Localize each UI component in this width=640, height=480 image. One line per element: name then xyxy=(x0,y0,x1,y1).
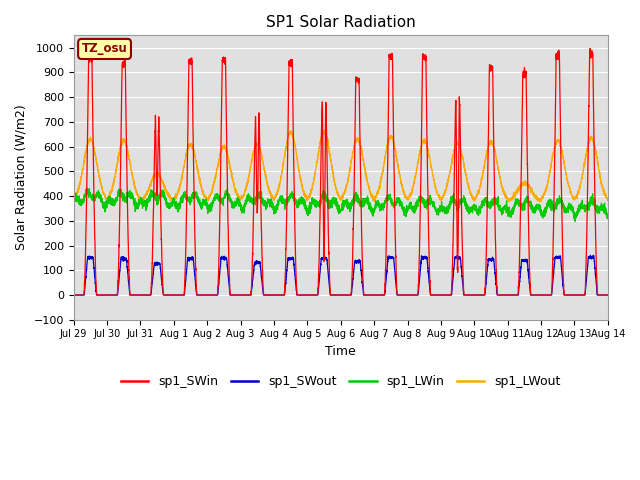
sp1_SWout xyxy=(389,254,397,260)
sp1_SWin xyxy=(360,292,368,298)
Line: sp1_SWout: sp1_SWout xyxy=(74,255,608,295)
sp1_SWin xyxy=(180,285,188,291)
sp1_LWin xyxy=(513,201,521,206)
sp1_LWin xyxy=(70,202,77,207)
sp1_LWout xyxy=(389,135,397,141)
sp1_LWin xyxy=(527,206,535,212)
sp1_SWin xyxy=(70,292,77,298)
sp1_SWin xyxy=(513,292,521,298)
sp1_LWout xyxy=(360,163,368,168)
sp1_SWout xyxy=(360,292,368,298)
sp1_SWout xyxy=(180,291,188,297)
sp1_SWin xyxy=(487,67,495,72)
sp1_SWin xyxy=(389,98,397,104)
Line: sp1_LWout: sp1_LWout xyxy=(74,130,608,202)
sp1_SWout xyxy=(589,252,597,258)
sp1_LWout xyxy=(536,199,544,205)
Line: sp1_LWin: sp1_LWin xyxy=(74,188,608,221)
sp1_SWout xyxy=(70,292,77,298)
sp1_LWin xyxy=(83,185,91,191)
sp1_SWout xyxy=(487,256,495,262)
sp1_SWin xyxy=(586,46,594,51)
sp1_SWin xyxy=(136,292,144,298)
sp1_LWout xyxy=(513,188,521,193)
sp1_LWout xyxy=(70,196,77,202)
sp1_LWout xyxy=(527,187,535,192)
sp1_LWin xyxy=(487,201,495,207)
sp1_LWin xyxy=(572,218,579,224)
sp1_LWin xyxy=(604,216,612,221)
Title: SP1 Solar Radiation: SP1 Solar Radiation xyxy=(266,15,415,30)
sp1_SWin xyxy=(527,292,535,298)
Text: TZ_osu: TZ_osu xyxy=(82,42,127,56)
sp1_SWin xyxy=(604,292,612,298)
sp1_SWout xyxy=(513,292,521,298)
sp1_LWout xyxy=(604,196,612,202)
Line: sp1_SWin: sp1_SWin xyxy=(74,48,608,295)
sp1_SWout xyxy=(527,292,535,298)
sp1_LWout xyxy=(180,161,188,167)
sp1_LWin xyxy=(360,200,368,205)
sp1_LWin xyxy=(389,202,397,208)
sp1_LWout xyxy=(321,127,328,133)
sp1_LWout xyxy=(487,138,495,144)
Legend: sp1_SWin, sp1_SWout, sp1_LWin, sp1_LWout: sp1_SWin, sp1_SWout, sp1_LWin, sp1_LWout xyxy=(116,370,566,393)
sp1_LWin xyxy=(180,194,188,200)
Y-axis label: Solar Radiation (W/m2): Solar Radiation (W/m2) xyxy=(15,105,28,251)
X-axis label: Time: Time xyxy=(325,345,356,358)
sp1_SWout xyxy=(604,292,612,298)
